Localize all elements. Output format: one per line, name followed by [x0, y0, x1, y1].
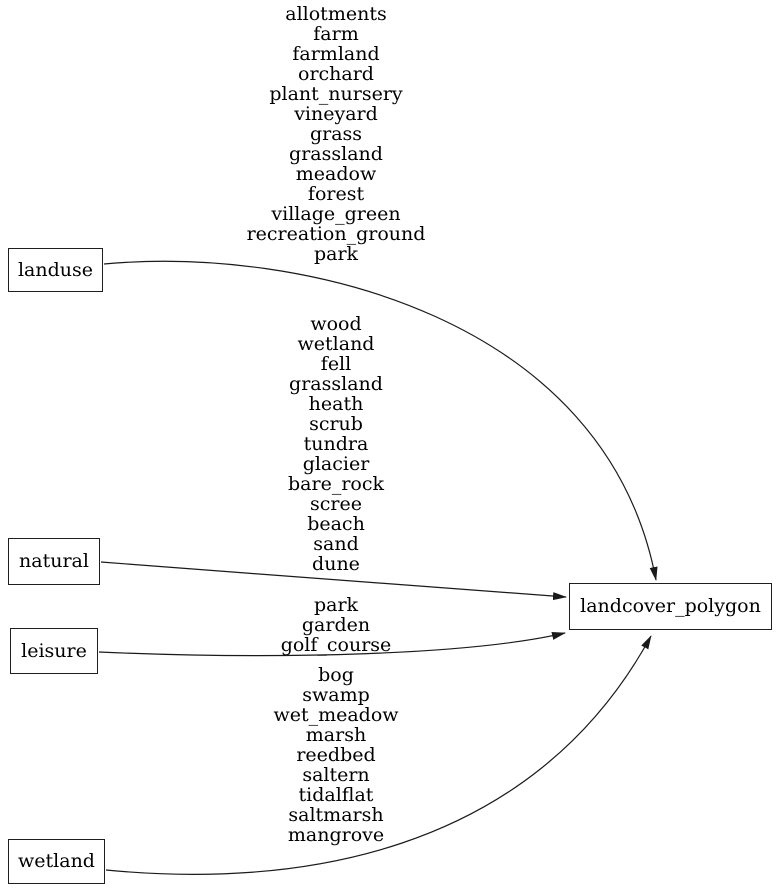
edge-label-leisure-values: park garden golf_course [280, 594, 392, 656]
edge-wetland-to-landcover_polygon [105, 635, 652, 875]
node-wetland-label: wetland [18, 850, 95, 872]
node-wetland: wetland [8, 839, 105, 884]
edge-label-landuse-values: allotments farm farmland orchard plant_n… [246, 3, 426, 265]
edge-label-natural-values: wood wetland fell grassland heath scrub … [288, 313, 384, 575]
edge-leisure-to-landcover_polygon [98, 632, 566, 657]
edge-label-wetland-values: bog swamp wet_meadow marsh reedbed salte… [273, 664, 399, 846]
node-leisure: leisure [10, 628, 98, 674]
edge-landuse-to-landcover_polygon [103, 260, 658, 581]
edge-natural-to-landcover_polygon [100, 561, 567, 601]
node-leisure-label: leisure [21, 639, 87, 662]
node-landuse-label: landuse [17, 258, 94, 281]
node-natural: natural [8, 538, 100, 585]
node-landuse: landuse [8, 248, 103, 292]
node-landcover_polygon: landcover_polygon [569, 583, 772, 630]
node-landcover_polygon-label: landcover_polygon [580, 595, 761, 617]
node-natural-label: natural [19, 550, 89, 572]
